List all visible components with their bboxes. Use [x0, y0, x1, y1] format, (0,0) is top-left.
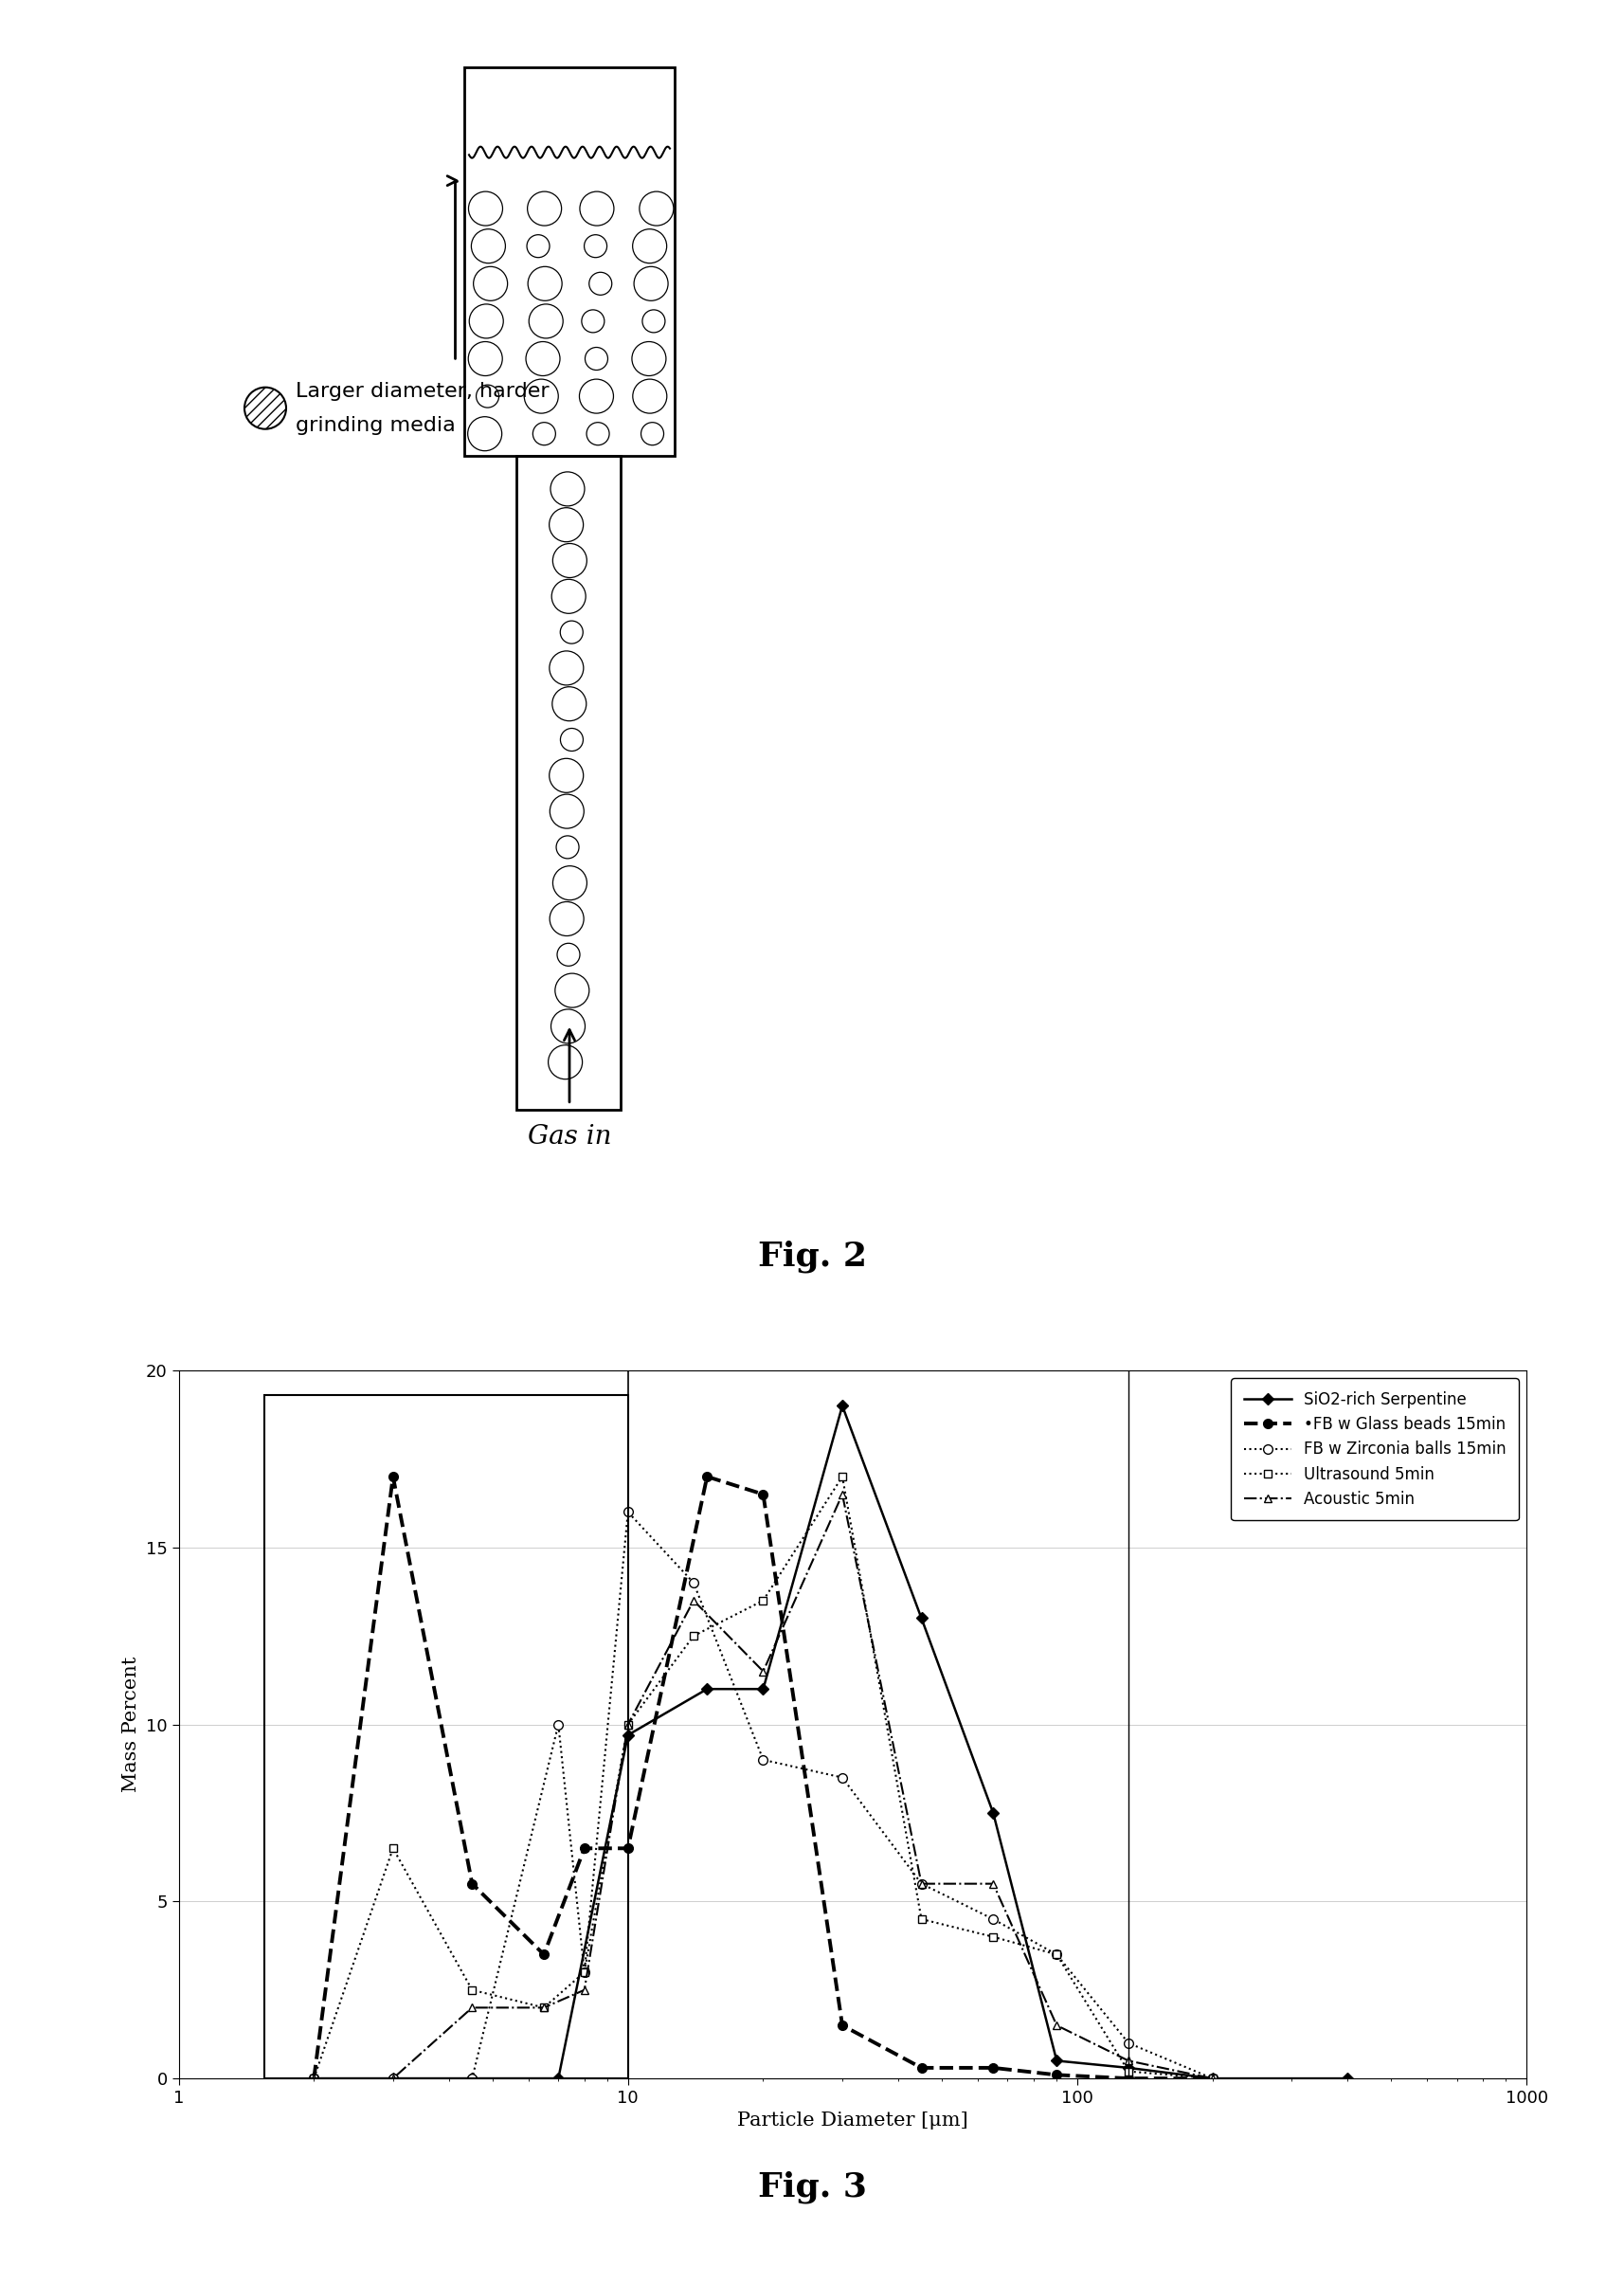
Acoustic 5min [984, 1871, 1004, 1898]
FB w Zirconia balls 15min [304, 2065, 323, 2092]
•FB w Glass beads 15min [575, 1834, 594, 1861]
Y-axis label: Mass Percent: Mass Percent [122, 1656, 141, 1793]
•FB w Glass beads 15min [619, 1834, 638, 1861]
Acoustic 5min [684, 1587, 703, 1615]
Line: SiO2-rich Serpentine: SiO2-rich Serpentine [310, 1402, 1351, 2083]
Line: •FB w Glass beads 15min: •FB w Glass beads 15min [309, 1471, 1216, 2083]
Acoustic 5min [463, 1994, 482, 2021]
Circle shape [245, 388, 286, 429]
•FB w Glass beads 15min [463, 1871, 482, 1898]
•FB w Glass beads 15min [1203, 2065, 1223, 2092]
Ultrasound 5min [1119, 2058, 1138, 2085]
Ultrasound 5min [984, 1923, 1004, 1951]
Ultrasound 5min [463, 1976, 482, 2003]
SiO2-rich Serpentine [1338, 2065, 1358, 2092]
FB w Zirconia balls 15min [549, 1711, 568, 1738]
Acoustic 5min [833, 1480, 853, 1507]
FB w Zirconia balls 15min [575, 1957, 594, 1985]
SiO2-rich Serpentine [383, 2065, 403, 2092]
Line: FB w Zirconia balls 15min: FB w Zirconia balls 15min [309, 1507, 1216, 2083]
Bar [464, 66, 674, 455]
SiO2-rich Serpentine [697, 1676, 716, 1704]
•FB w Glass beads 15min [911, 2053, 931, 2081]
Ultrasound 5min [911, 1905, 931, 1932]
Acoustic 5min [1047, 2012, 1067, 2040]
Acoustic 5min [754, 1658, 773, 1686]
FB w Zirconia balls 15min [1047, 1941, 1067, 1969]
Ultrasound 5min [833, 1462, 853, 1489]
SiO2-rich Serpentine [1047, 2046, 1067, 2074]
•FB w Glass beads 15min [754, 1480, 773, 1507]
Ultrasound 5min [575, 1957, 594, 1985]
Text: Gas in: Gas in [528, 1124, 611, 1149]
FB w Zirconia balls 15min [619, 1498, 638, 1526]
Ultrasound 5min [304, 2065, 323, 2092]
Ultrasound 5min [619, 1711, 638, 1738]
•FB w Glass beads 15min [1119, 2065, 1138, 2092]
FB w Zirconia balls 15min [383, 2065, 403, 2092]
•FB w Glass beads 15min [984, 2053, 1004, 2081]
Acoustic 5min [911, 1871, 931, 1898]
Line: Ultrasound 5min: Ultrasound 5min [310, 1473, 1216, 2083]
SiO2-rich Serpentine [1119, 2053, 1138, 2081]
SiO2-rich Serpentine [833, 1391, 853, 1418]
Ultrasound 5min [684, 1622, 703, 1649]
Ultrasound 5min [534, 1994, 554, 2021]
•FB w Glass beads 15min [1047, 2060, 1067, 2088]
Acoustic 5min [1203, 2065, 1223, 2092]
SiO2-rich Serpentine [754, 1676, 773, 1704]
Acoustic 5min [1119, 2046, 1138, 2074]
Acoustic 5min [575, 1976, 594, 2003]
•FB w Glass beads 15min [304, 2065, 323, 2092]
FB w Zirconia balls 15min [984, 1905, 1004, 1932]
FB w Zirconia balls 15min [754, 1745, 773, 1772]
SiO2-rich Serpentine [911, 1603, 931, 1631]
Line: Acoustic 5min: Acoustic 5min [310, 1491, 1216, 2083]
SiO2-rich Serpentine [463, 2065, 482, 2092]
Acoustic 5min [383, 2065, 403, 2092]
Text: grinding media: grinding media [296, 416, 455, 434]
Text: Larger diameter, harder: Larger diameter, harder [296, 381, 549, 400]
Bar [516, 455, 620, 1110]
•FB w Glass beads 15min [833, 2012, 853, 2040]
Text: Fig. 2: Fig. 2 [757, 1240, 867, 1272]
FB w Zirconia balls 15min [1119, 2028, 1138, 2056]
SiO2-rich Serpentine [619, 1722, 638, 1750]
Ultrasound 5min [383, 1834, 403, 1861]
FB w Zirconia balls 15min [684, 1569, 703, 1597]
SiO2-rich Serpentine [1203, 2065, 1223, 2092]
•FB w Glass beads 15min [383, 1462, 403, 1489]
FB w Zirconia balls 15min [911, 1871, 931, 1898]
Ultrasound 5min [1203, 2065, 1223, 2092]
Ultrasound 5min [1047, 1941, 1067, 1969]
Acoustic 5min [619, 1711, 638, 1738]
•FB w Glass beads 15min [697, 1462, 716, 1489]
SiO2-rich Serpentine [984, 1800, 1004, 1827]
SiO2-rich Serpentine [304, 2065, 323, 2092]
X-axis label: Particle Diameter [μm]: Particle Diameter [μm] [737, 2113, 968, 2131]
Ultrasound 5min [754, 1587, 773, 1615]
FB w Zirconia balls 15min [463, 2065, 482, 2092]
Acoustic 5min [534, 1994, 554, 2021]
Acoustic 5min [304, 2065, 323, 2092]
FB w Zirconia balls 15min [833, 1763, 853, 1791]
Bar [265, 1396, 628, 2078]
Text: Fig. 3: Fig. 3 [757, 2170, 867, 2204]
SiO2-rich Serpentine [549, 2065, 568, 2092]
•FB w Glass beads 15min [534, 1941, 554, 1969]
FB w Zirconia balls 15min [1203, 2065, 1223, 2092]
Legend: SiO2-rich Serpentine, •FB w Glass beads 15min, FB w Zirconia balls 15min, Ultras: SiO2-rich Serpentine, •FB w Glass beads … [1231, 1377, 1518, 1521]
